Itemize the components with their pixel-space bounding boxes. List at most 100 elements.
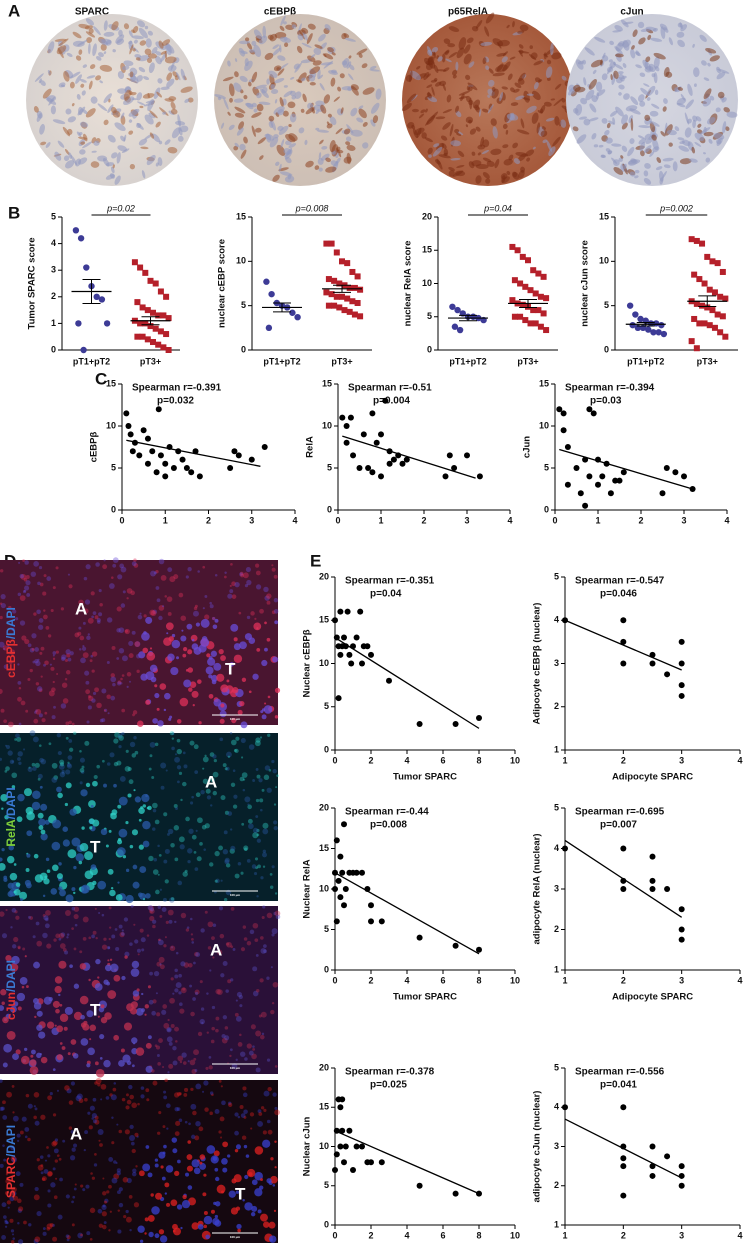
texture bbox=[185, 669, 189, 672]
texture bbox=[551, 52, 562, 60]
texture bbox=[151, 1069, 155, 1073]
texture bbox=[190, 1087, 194, 1092]
texture bbox=[423, 71, 430, 80]
texture bbox=[256, 648, 261, 652]
texture bbox=[34, 762, 40, 768]
texture bbox=[209, 862, 214, 867]
data-point bbox=[649, 1143, 656, 1150]
texture bbox=[229, 97, 233, 103]
texture bbox=[644, 163, 651, 169]
texture bbox=[254, 1188, 263, 1197]
texture bbox=[263, 586, 269, 593]
texture bbox=[318, 33, 326, 42]
texture bbox=[260, 1178, 263, 1181]
texture bbox=[33, 1115, 37, 1120]
texture bbox=[12, 609, 17, 614]
data-point bbox=[125, 423, 132, 429]
texture bbox=[1, 1202, 7, 1208]
texture bbox=[153, 571, 157, 575]
texture bbox=[126, 1099, 132, 1105]
texture bbox=[150, 907, 154, 912]
fit-line bbox=[564, 839, 683, 918]
texture bbox=[692, 119, 696, 129]
texture bbox=[262, 25, 267, 39]
data-point bbox=[144, 435, 151, 442]
texture bbox=[118, 1187, 123, 1192]
texture bbox=[530, 52, 538, 60]
texture bbox=[288, 143, 297, 149]
texture bbox=[123, 60, 134, 66]
texture bbox=[154, 1163, 159, 1168]
texture bbox=[639, 100, 646, 107]
texture bbox=[72, 1143, 78, 1148]
texture bbox=[231, 594, 237, 599]
texture bbox=[34, 1236, 41, 1243]
texture bbox=[129, 1094, 135, 1100]
data-point bbox=[368, 918, 374, 925]
p-value: p=0.02 bbox=[106, 203, 135, 213]
texture bbox=[66, 1088, 72, 1094]
texture bbox=[15, 882, 21, 887]
texture bbox=[505, 129, 509, 135]
x-tick-label: 2 bbox=[206, 515, 211, 525]
texture bbox=[517, 78, 525, 85]
texture bbox=[152, 718, 158, 724]
data-point bbox=[573, 465, 580, 471]
texture bbox=[103, 1221, 107, 1225]
texture bbox=[235, 1144, 241, 1150]
texture bbox=[220, 703, 225, 708]
texture bbox=[82, 1188, 86, 1192]
texture bbox=[186, 623, 193, 630]
texture bbox=[116, 38, 125, 46]
texture bbox=[3, 647, 6, 650]
texture bbox=[255, 584, 262, 590]
texture bbox=[219, 933, 225, 939]
y-tick-label: 15 bbox=[599, 211, 609, 221]
texture bbox=[610, 110, 618, 117]
texture bbox=[266, 1119, 271, 1124]
texture bbox=[207, 921, 214, 928]
data-point bbox=[586, 406, 593, 413]
data-point bbox=[339, 1127, 346, 1134]
fit-line bbox=[334, 1130, 480, 1195]
texture bbox=[34, 73, 44, 82]
texture bbox=[17, 1208, 23, 1213]
data-point bbox=[704, 304, 711, 311]
texture bbox=[215, 1028, 219, 1033]
texture bbox=[475, 175, 482, 184]
texture bbox=[662, 106, 667, 112]
texture bbox=[194, 770, 199, 774]
y-axis-title: adipocyte cJun (nuclear) bbox=[532, 1091, 543, 1203]
data-point bbox=[333, 249, 340, 256]
texture bbox=[197, 570, 200, 573]
texture bbox=[272, 981, 279, 988]
texture bbox=[257, 137, 267, 145]
data-point bbox=[649, 886, 656, 892]
texture bbox=[65, 769, 71, 775]
texture bbox=[170, 666, 179, 676]
y-tick-label: 5 bbox=[51, 211, 56, 221]
texture bbox=[26, 830, 33, 837]
texture bbox=[207, 946, 212, 950]
texture bbox=[592, 69, 597, 74]
texture bbox=[58, 937, 62, 941]
texture bbox=[221, 1033, 226, 1039]
texture bbox=[234, 1130, 239, 1136]
texture bbox=[425, 119, 431, 126]
texture bbox=[128, 640, 134, 646]
texture bbox=[308, 74, 316, 82]
data-point bbox=[162, 473, 169, 480]
texture bbox=[146, 934, 150, 937]
x-axis-title: Tumor SPARC bbox=[393, 992, 457, 1003]
texture bbox=[132, 881, 140, 889]
texture bbox=[139, 866, 147, 874]
texture bbox=[111, 1177, 118, 1184]
fit-line bbox=[342, 435, 476, 479]
texture bbox=[154, 742, 159, 747]
texture bbox=[42, 932, 48, 939]
texture bbox=[264, 52, 274, 60]
texture bbox=[115, 1162, 118, 1165]
x-tick-label: 8 bbox=[476, 755, 481, 765]
texture bbox=[154, 692, 160, 699]
texture bbox=[36, 113, 42, 122]
